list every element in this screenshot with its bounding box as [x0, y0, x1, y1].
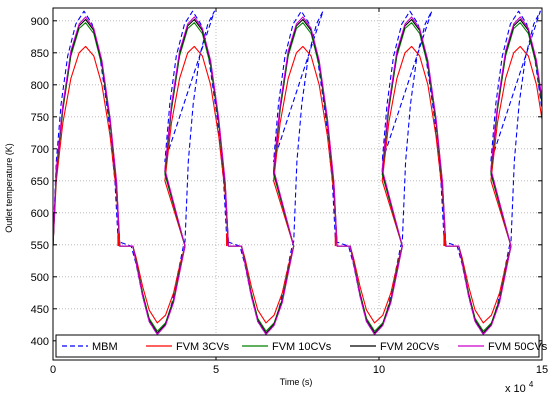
- legend-box: [55, 334, 540, 358]
- y-tick-label: 550: [31, 240, 49, 252]
- y-tick-label: 500: [31, 272, 49, 284]
- y-tick-label: 600: [31, 208, 49, 220]
- series-line-mbm: [53, 10, 542, 335]
- legend-label: FVM 50CVs: [488, 341, 548, 353]
- series-line-fvm-3cvs: [53, 45, 542, 324]
- y-tick-label: 850: [31, 48, 49, 60]
- x-multiplier-label: x 10 4: [505, 380, 534, 395]
- plot-frame: [52, 7, 543, 361]
- y-tick-label: 700: [31, 144, 49, 156]
- y-axis-label: Outlet temperature (K): [4, 143, 14, 233]
- series-line-fvm-10cvs: [53, 22, 542, 332]
- y-tick-label: 650: [31, 176, 49, 188]
- x-axis-label: Time (s): [280, 377, 313, 387]
- x-multiplier-base: x 10: [505, 383, 526, 395]
- legend-label: FVM 3CVs: [176, 341, 230, 353]
- legend-label: MBM: [92, 341, 118, 353]
- y-tick-label: 400: [31, 336, 49, 348]
- series-line-fvm-50cvs: [53, 16, 542, 335]
- legend-label: FVM 20CVs: [380, 341, 440, 353]
- y-tick-label: 450: [31, 304, 49, 316]
- x-tick-label: 5: [213, 364, 219, 376]
- x-tick-label: 10: [373, 364, 385, 376]
- grid: [53, 8, 542, 360]
- legend: MBM FVM 3CVs FVM 10CVs FVM 20CVs FVM 50CVs: [55, 334, 548, 358]
- x-multiplier-exponent: 4: [529, 380, 534, 389]
- y-tick-label: 750: [31, 112, 49, 124]
- series-line-fvm-20cvs: [53, 18, 542, 334]
- x-tick-label: 15: [536, 364, 548, 376]
- y-tick-label: 800: [31, 80, 49, 92]
- legend-label: FVM 10CVs: [272, 341, 332, 353]
- y-tick-label: 900: [31, 16, 49, 28]
- x-tick-label: 0: [50, 364, 56, 376]
- axes: 400 450 500 550 600 650 700 750 800 850 900 0 5 10 15: [31, 7, 548, 376]
- series-lines: [53, 10, 542, 335]
